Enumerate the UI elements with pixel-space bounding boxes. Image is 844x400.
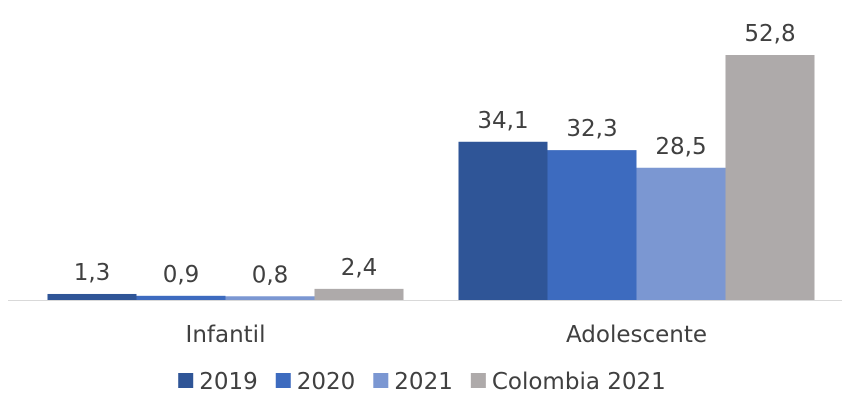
legend-swatch — [373, 373, 389, 388]
legend-item-2020: 2020 — [275, 369, 356, 395]
legend-swatch — [275, 373, 291, 388]
value-label-infantil-2021: 0,8 — [252, 262, 289, 288]
category-label-infantil: Infantil — [186, 322, 266, 348]
bar-infantil-2020 — [136, 295, 226, 300]
bar-adolescente-2021 — [636, 167, 726, 300]
value-label-infantil-2019: 1,3 — [74, 260, 111, 286]
bar-adolescente-colombia-2021 — [725, 55, 815, 300]
value-label-adolescente-2020: 32,3 — [566, 116, 617, 142]
bar-infantil-2019 — [47, 293, 137, 300]
legend-label: Colombia 2021 — [492, 369, 666, 395]
bar-infantil-colombia-2021 — [314, 288, 404, 300]
legend-swatch — [178, 373, 194, 388]
bar-adolescente-2020 — [547, 150, 637, 300]
value-label-adolescente-2019: 34,1 — [477, 108, 528, 134]
bar-infantil-2021 — [225, 296, 315, 300]
legend-label: 2019 — [199, 369, 258, 395]
category-labels-group: Infantil Adolescente — [186, 322, 708, 348]
value-label-adolescente-2021: 28,5 — [655, 134, 706, 160]
legend-item-2019: 2019 — [178, 369, 258, 395]
category-label-adolescente: Adolescente — [566, 322, 707, 348]
legend-item-2021: 2021 — [373, 369, 453, 395]
legend-label: 2020 — [297, 369, 356, 395]
bar-adolescente-2019 — [458, 141, 548, 300]
value-label-adolescente-colombia-2021: 52,8 — [744, 21, 795, 47]
legend-swatch — [470, 373, 486, 388]
value-label-infantil-colombia-2021: 2,4 — [341, 255, 378, 281]
value-labels-group: 1,3 0,9 0,8 2,4 34,1 32,3 28,5 52,8 — [74, 21, 796, 288]
legend-label: 2021 — [394, 369, 453, 395]
legend-item-colombia-2021: Colombia 2021 — [470, 369, 666, 395]
value-label-infantil-2020: 0,9 — [163, 262, 200, 288]
bars-group — [47, 55, 815, 300]
legend: 2019 2020 2021 Colombia 2021 — [178, 369, 666, 395]
